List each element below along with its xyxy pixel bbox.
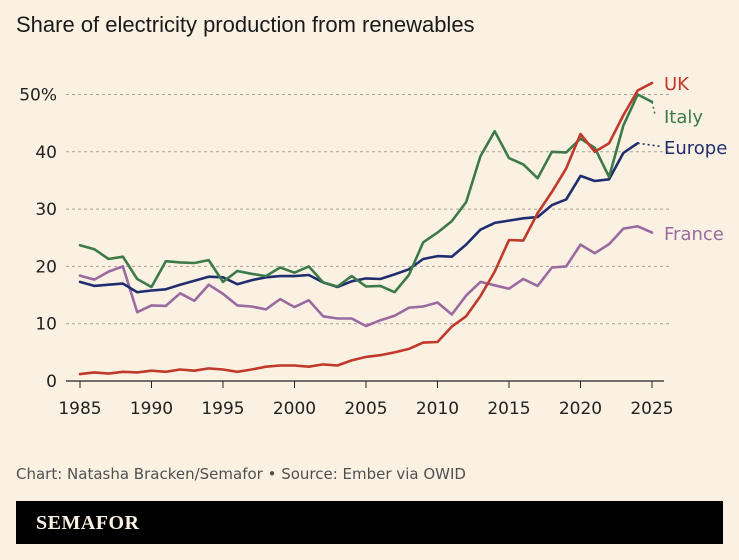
y-tick-label: 20 — [35, 257, 57, 277]
x-tick-label: 2010 — [416, 399, 459, 419]
y-tick-label: 40 — [35, 143, 57, 163]
brand-logo: SEMAFOR — [36, 512, 140, 534]
chart-title: Share of electricity production from ren… — [16, 12, 475, 37]
chart-credit: Chart: Natasha Bracken/Semafor • Source:… — [16, 465, 466, 483]
series-line-france — [78, 225, 654, 328]
x-tick-label: 2015 — [487, 399, 530, 419]
series-line-italy — [78, 93, 654, 294]
y-tick-label: 50% — [19, 86, 57, 106]
series-label-uk: UK — [664, 74, 690, 95]
y-tick-label: 0 — [46, 372, 57, 392]
x-axis: 1985 1990 1995 2000 2005 2010 2015 2020 2025 — [58, 380, 674, 419]
series-label-europe: Europe — [664, 138, 727, 159]
brand-bar: SEMAFOR — [16, 501, 723, 544]
series-line-europe — [78, 141, 640, 294]
series-labels: UK Italy Europe France — [664, 74, 727, 245]
series-lines — [78, 81, 663, 376]
projection-italy — [651, 101, 656, 115]
x-tick-label: 2025 — [630, 399, 673, 419]
series-line-uk — [78, 81, 654, 376]
series-label-france: France — [664, 224, 724, 245]
x-tick-label: 2005 — [344, 399, 387, 419]
y-tick-label: 30 — [35, 200, 57, 220]
x-tick-label: 2000 — [273, 399, 316, 419]
projection-europe — [637, 142, 663, 148]
x-tick-label: 1995 — [201, 399, 244, 419]
y-axis-ticks: 0 10 20 30 40 50% — [19, 86, 57, 393]
x-tick-label: 2020 — [559, 399, 602, 419]
line-chart: 0 10 20 30 40 50% 1985 1990 1995 2000 2005 2010 201… — [19, 74, 727, 419]
x-tick-label: 1985 — [58, 399, 101, 419]
y-tick-label: 10 — [35, 315, 57, 335]
x-tick-label: 1990 — [130, 399, 173, 419]
series-label-italy: Italy — [664, 107, 703, 128]
